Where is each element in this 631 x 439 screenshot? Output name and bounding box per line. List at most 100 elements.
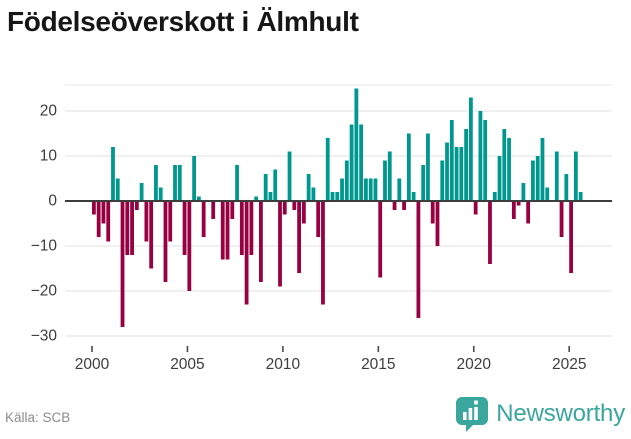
bar-2023-q2 [535, 156, 540, 201]
bar-2014-q3 [368, 178, 373, 201]
bar-2002-q3 [139, 183, 144, 201]
bar-2021-q2 [497, 156, 502, 201]
bar-2006-q4 [220, 201, 225, 260]
newsworthy-brand: Newsworthy [455, 396, 625, 432]
bar-2020-q2 [478, 111, 483, 201]
bar-2013-q2 [344, 160, 349, 201]
bar-2025-q2 [573, 151, 578, 201]
bar-2007-q2 [230, 201, 235, 219]
bar-2018-q2 [440, 160, 445, 201]
bar-2011-q3 [311, 187, 316, 201]
y-axis-tick-label: −30 [31, 328, 58, 345]
newsworthy-logo-icon [456, 397, 489, 432]
newsworthy-wordmark: Newsworthy [496, 400, 625, 427]
bar-2020-q4 [488, 201, 492, 264]
bar-2022-q1 [511, 201, 516, 219]
bar-2006-q2 [211, 201, 216, 219]
x-axis-tick-label: 2010 [266, 356, 301, 373]
bar-2025-q1 [569, 201, 573, 273]
bar-2019-q1 [454, 147, 459, 201]
bar-2013-q3 [349, 124, 354, 201]
bar-2010-q1 [282, 201, 287, 215]
bar-2000-q2 [96, 201, 101, 237]
bar-2021-q1 [492, 192, 497, 201]
y-axis-tick-label: −20 [31, 283, 58, 300]
bar-2009-q1 [263, 174, 268, 201]
bar-2014-q1 [359, 124, 364, 201]
bar-2007-q1 [225, 201, 230, 260]
bar-2023-q3 [540, 138, 545, 201]
bar-2003-q4 [163, 201, 168, 282]
bar-2008-q2 [249, 201, 254, 255]
bar-2015-q4 [392, 201, 397, 210]
bar-2013-q1 [340, 178, 344, 201]
y-axis-tick-label: 0 [48, 193, 57, 210]
bar-2016-q2 [402, 201, 406, 210]
bar-2010-q3 [292, 201, 297, 210]
bar-2022-q4 [526, 201, 531, 224]
bar-2014-q2 [364, 178, 368, 201]
bar-2015-q2 [383, 160, 387, 201]
y-axis-tick-label: −10 [31, 238, 58, 255]
y-axis-tick-label: 10 [40, 148, 58, 165]
bar-2021-q4 [507, 138, 511, 201]
bar-2005-q1 [187, 201, 192, 291]
bar-2011-q1 [301, 201, 306, 224]
source-caption: Källa: SCB [5, 410, 71, 425]
bar-2003-q1 [149, 201, 154, 269]
bar-2013-q4 [354, 88, 359, 201]
bar-2016-q4 [411, 192, 416, 201]
bar-2000-q3 [101, 201, 106, 224]
bar-2021-q3 [502, 129, 507, 201]
bar-2023-q4 [545, 187, 550, 201]
bar-2014-q4 [373, 178, 378, 201]
bar-2023-q1 [531, 160, 535, 201]
bar-2010-q2 [287, 151, 292, 201]
bar-2017-q4 [430, 201, 435, 224]
bar-2009-q2 [268, 192, 273, 201]
bar-2004-q3 [177, 165, 182, 201]
bar-2009-q3 [273, 169, 278, 201]
bar-2011-q2 [306, 174, 311, 201]
bar-2005-q2 [192, 156, 197, 201]
bar-2024-q3 [559, 201, 564, 237]
bar-2002-q4 [144, 201, 149, 242]
bar-2003-q3 [158, 187, 163, 201]
bar-2012-q4 [335, 192, 340, 201]
bar-2019-q2 [459, 147, 464, 201]
bar-2020-q1 [473, 201, 478, 215]
bar-2003-q2 [154, 165, 158, 201]
bar-2012-q1 [321, 201, 325, 305]
bar-2012-q3 [330, 192, 335, 201]
bar-2018-q4 [449, 120, 454, 201]
bar-2019-q4 [468, 97, 473, 201]
bar-2007-q3 [235, 165, 239, 201]
page-title: Födelseöverskott i Älmhult [7, 6, 359, 37]
bar-2001-q2 [115, 178, 120, 201]
bar-2001-q4 [125, 201, 130, 255]
bar-2018-q1 [435, 201, 440, 246]
bar-2015-q1 [378, 201, 383, 278]
bar-2004-q1 [168, 201, 173, 242]
bar-2000-q1 [92, 201, 96, 215]
bar-2015-q3 [387, 151, 392, 201]
bar-2017-q1 [416, 201, 421, 318]
bar-2016-q1 [397, 178, 402, 201]
bar-2018-q3 [445, 142, 449, 201]
bar-2009-q4 [278, 201, 282, 287]
bar-2008-q1 [244, 201, 249, 305]
bar-2020-q3 [483, 120, 488, 201]
x-axis-tick-label: 2005 [170, 356, 204, 373]
bar-2019-q3 [464, 129, 469, 201]
bar-2022-q2 [516, 201, 521, 206]
bar-2011-q4 [316, 201, 321, 237]
bar-2024-q4 [564, 174, 569, 201]
x-axis-tick-label: 2025 [552, 356, 586, 373]
bar-2012-q2 [325, 138, 330, 201]
bar-2000-q4 [106, 201, 111, 242]
bar-2007-q4 [239, 201, 244, 255]
bar-2010-q4 [297, 201, 301, 273]
bar-2001-q3 [120, 201, 125, 327]
